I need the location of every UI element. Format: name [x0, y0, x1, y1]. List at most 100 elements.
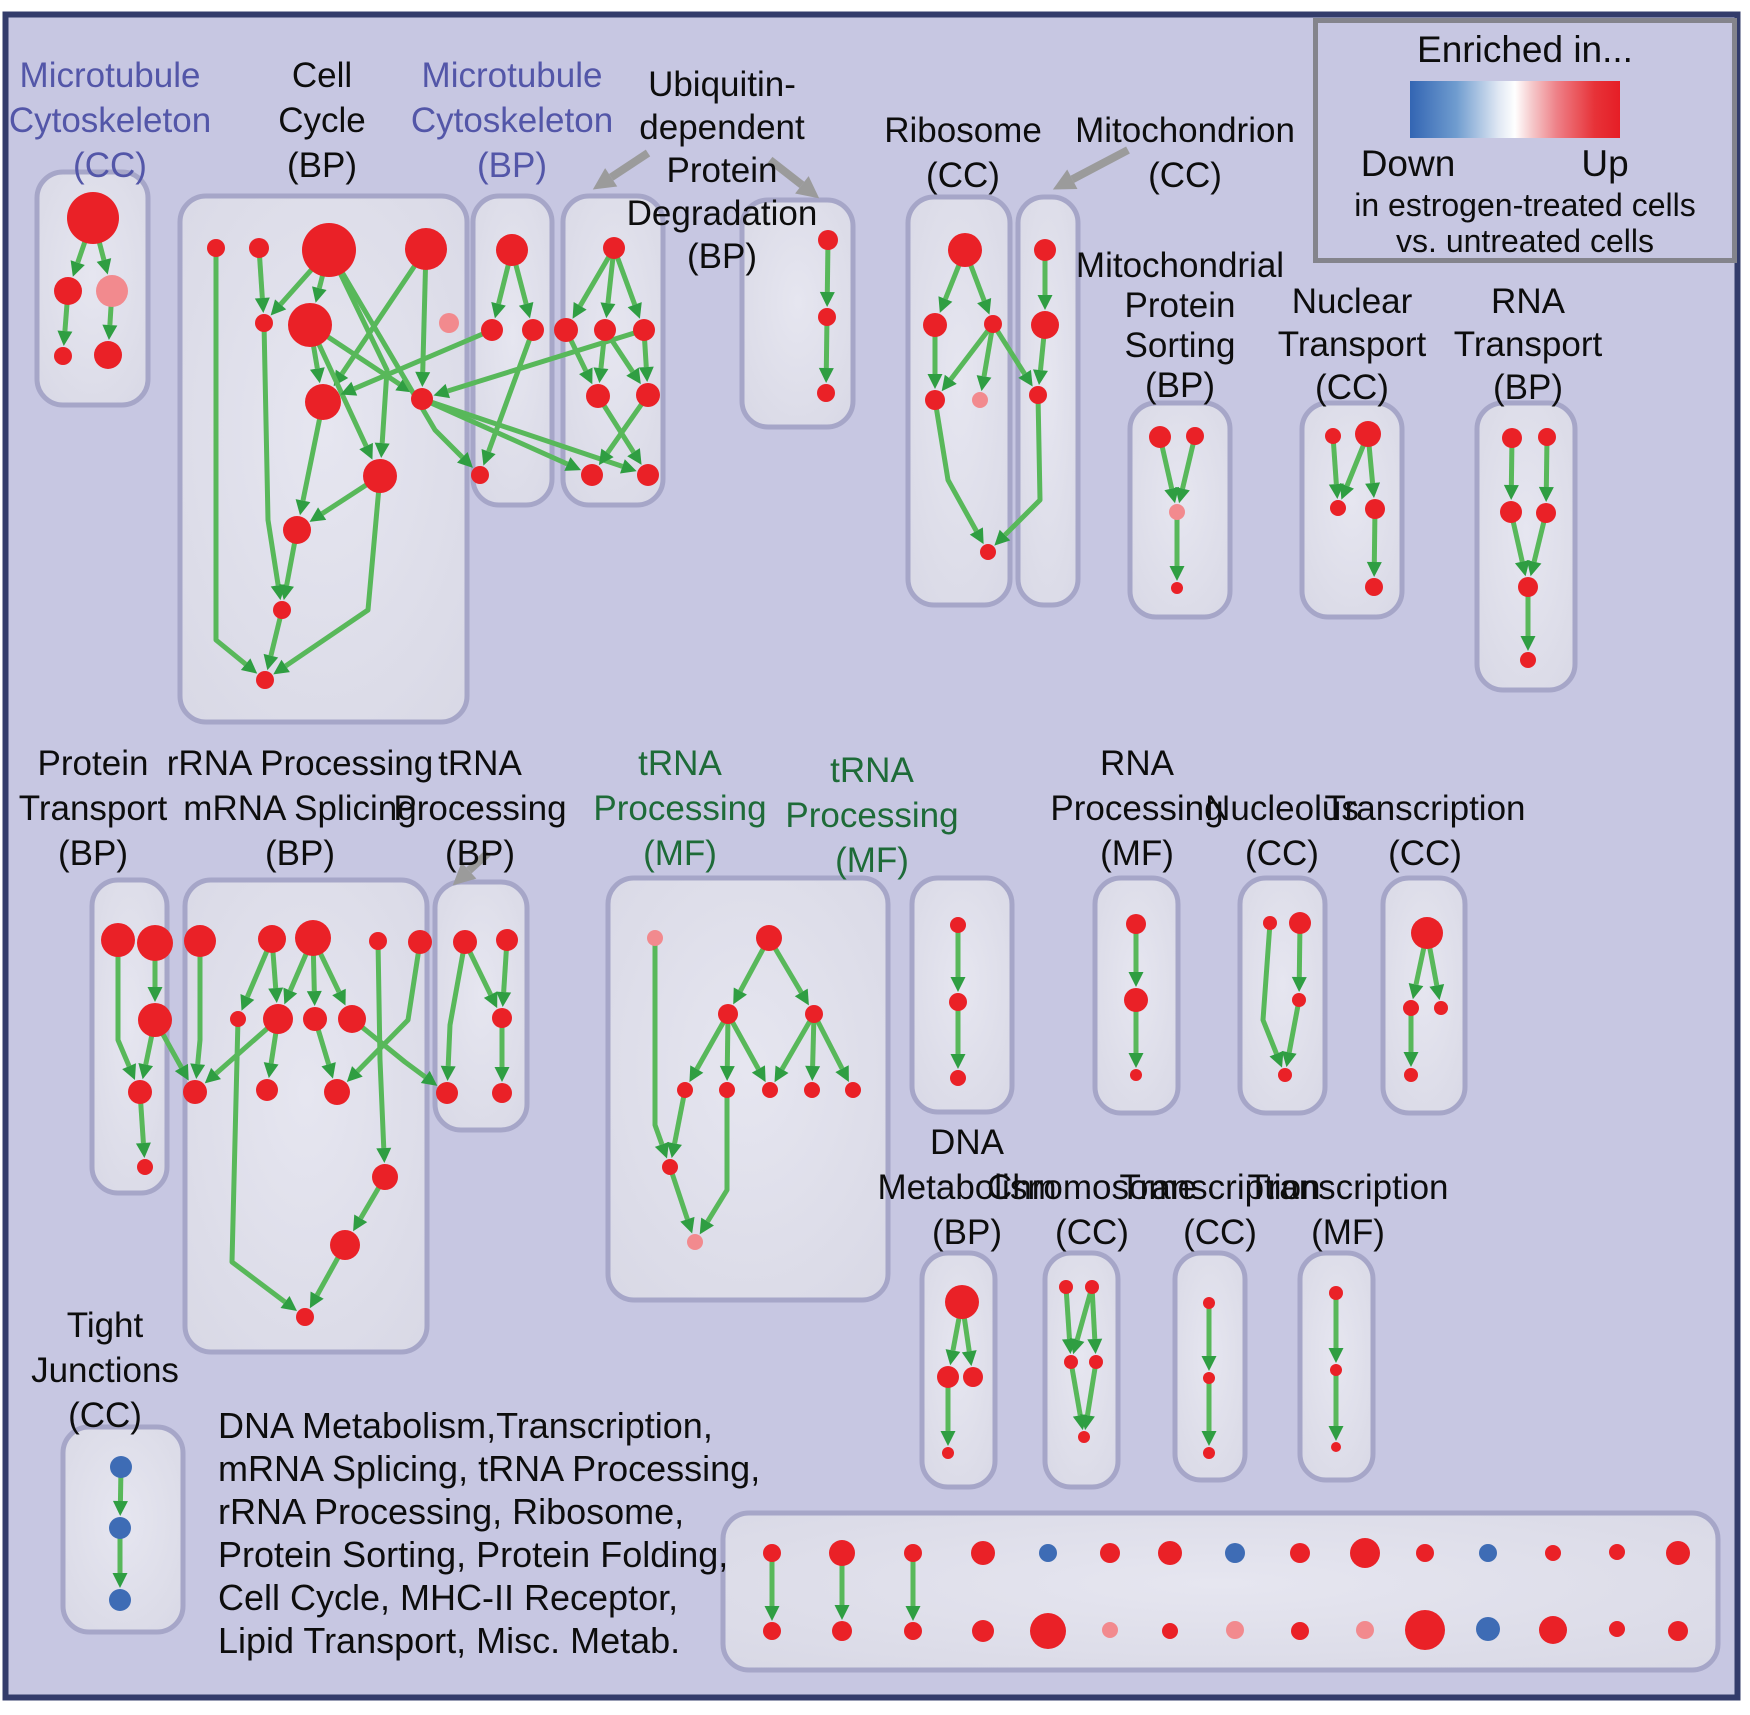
edge-line — [195, 941, 203, 1065]
edge-line — [353, 327, 493, 391]
go-term-node-X-23 — [1291, 1622, 1309, 1640]
edge-arrowhead — [1080, 1414, 1095, 1431]
edge-arrowhead — [1052, 169, 1078, 190]
go-term-node-X-9 — [1350, 1538, 1380, 1568]
go-term-node-H-2 — [1169, 504, 1185, 520]
go-term-node-I-2 — [1330, 500, 1346, 516]
go-term-node-M-0 — [453, 930, 477, 954]
go-term-node-L-12 — [372, 1164, 398, 1190]
go-term-node-T-0 — [945, 1285, 979, 1319]
edge-arrowhead — [818, 367, 834, 384]
edge-arrowhead — [950, 1054, 966, 1069]
edge-line — [990, 322, 1027, 376]
go-term-node-W-0 — [1329, 1286, 1343, 1300]
cluster-box-C — [470, 193, 555, 508]
edge-line — [1286, 999, 1302, 1053]
go-term-node-R-3 — [1404, 1068, 1418, 1082]
go-term-node-I-3 — [1365, 499, 1385, 519]
go-term-node-N-9 — [662, 1159, 678, 1175]
go-term-node-X-7 — [1225, 1543, 1245, 1563]
go-term-node-D-7 — [637, 464, 659, 486]
edge-arrowhead — [1328, 1426, 1344, 1441]
go-term-node-N-8 — [845, 1082, 861, 1098]
edge-arrowhead — [1269, 1050, 1284, 1068]
edge-line — [652, 938, 665, 1146]
edge-arrowhead — [977, 297, 992, 315]
go-term-node-X-2 — [904, 1544, 922, 1562]
go-term-node-V-2 — [1203, 1447, 1215, 1459]
go-term-node-S-0 — [110, 1456, 132, 1478]
edge-line — [350, 1017, 427, 1079]
go-term-node-M-2 — [492, 1008, 512, 1028]
cluster-box-G — [1015, 194, 1081, 608]
go-term-node-E-0 — [818, 230, 838, 250]
edge-arrowhead — [1128, 1053, 1144, 1068]
edge-arrowhead — [332, 988, 346, 1006]
go-term-node-G-2 — [1029, 386, 1047, 404]
edge-arrowhead — [268, 987, 284, 1004]
go-term-node-U-2 — [1064, 1355, 1078, 1369]
go-term-node-X-28 — [1609, 1621, 1625, 1637]
go-term-node-L-5 — [230, 1011, 246, 1027]
go-term-node-S-1 — [109, 1517, 131, 1539]
go-term-node-X-27 — [1539, 1616, 1567, 1644]
go-term-node-D-0 — [603, 237, 625, 259]
edge-arrowhead — [112, 1573, 128, 1588]
go-term-node-C-2 — [522, 319, 544, 341]
go-term-node-X-5 — [1100, 1543, 1120, 1563]
go-term-node-K-3 — [128, 1080, 152, 1104]
go-term-node-X-29 — [1668, 1621, 1688, 1641]
edge-arrowhead — [491, 301, 506, 319]
go-term-node-N-6 — [762, 1082, 778, 1098]
cluster-box-E — [739, 197, 856, 430]
go-term-node-B-0 — [207, 239, 225, 257]
edge-arrowhead — [279, 584, 294, 601]
go-term-node-X-21 — [1162, 1623, 1178, 1639]
go-term-node-X-13 — [1609, 1544, 1625, 1560]
edge-line — [1330, 435, 1339, 485]
edge-arrowhead — [263, 653, 279, 671]
edge-line — [1085, 1361, 1099, 1416]
edge-line — [1074, 1286, 1095, 1341]
edge-arrowhead — [938, 296, 953, 313]
cluster-box-U — [1042, 1250, 1121, 1490]
edge-line — [1260, 922, 1279, 1055]
edge-arrowhead — [518, 301, 534, 319]
edge-arrowhead — [1201, 1431, 1217, 1446]
edge-line — [421, 396, 624, 469]
edge-arrowhead — [1429, 984, 1445, 1001]
go-term-node-J-2 — [1500, 501, 1522, 523]
go-term-node-L-9 — [183, 1080, 207, 1104]
edge-arrowhead — [440, 1065, 456, 1082]
go-term-node-J-5 — [1520, 652, 1536, 668]
edge-line — [667, 1166, 690, 1221]
edge-arrowhead — [941, 374, 957, 392]
go-term-node-I-0 — [1325, 428, 1341, 444]
go-term-node-D-1 — [554, 318, 578, 342]
edge-arrowhead — [564, 457, 582, 471]
go-term-node-L-14 — [296, 1308, 314, 1326]
go-term-node-A-2 — [96, 275, 128, 307]
edge-line — [725, 1012, 761, 1071]
edge-arrowhead — [1365, 482, 1381, 499]
go-term-node-X-3 — [971, 1541, 995, 1565]
cluster-box-A — [34, 169, 151, 408]
edge-arrowhead — [321, 1062, 336, 1079]
go-term-node-X-15 — [763, 1622, 781, 1640]
go-term-node-X-4 — [1039, 1544, 1057, 1562]
go-term-node-W-1 — [1330, 1364, 1342, 1376]
edge-arrowhead — [774, 1065, 789, 1083]
go-term-node-D-6 — [581, 464, 603, 486]
edge-arrowhead — [751, 1065, 766, 1083]
go-term-node-O-2 — [950, 1070, 966, 1086]
edge-arrowhead — [667, 1142, 682, 1159]
go-term-node-B-3 — [405, 228, 447, 270]
edge-arrowhead — [794, 988, 809, 1006]
edge-arrowhead — [1069, 1337, 1085, 1355]
edge-line — [932, 399, 979, 533]
edge-arrowhead — [353, 1214, 368, 1232]
edge-line — [445, 941, 468, 1067]
edge-line — [767, 156, 805, 189]
go-term-node-L-0 — [184, 925, 216, 957]
